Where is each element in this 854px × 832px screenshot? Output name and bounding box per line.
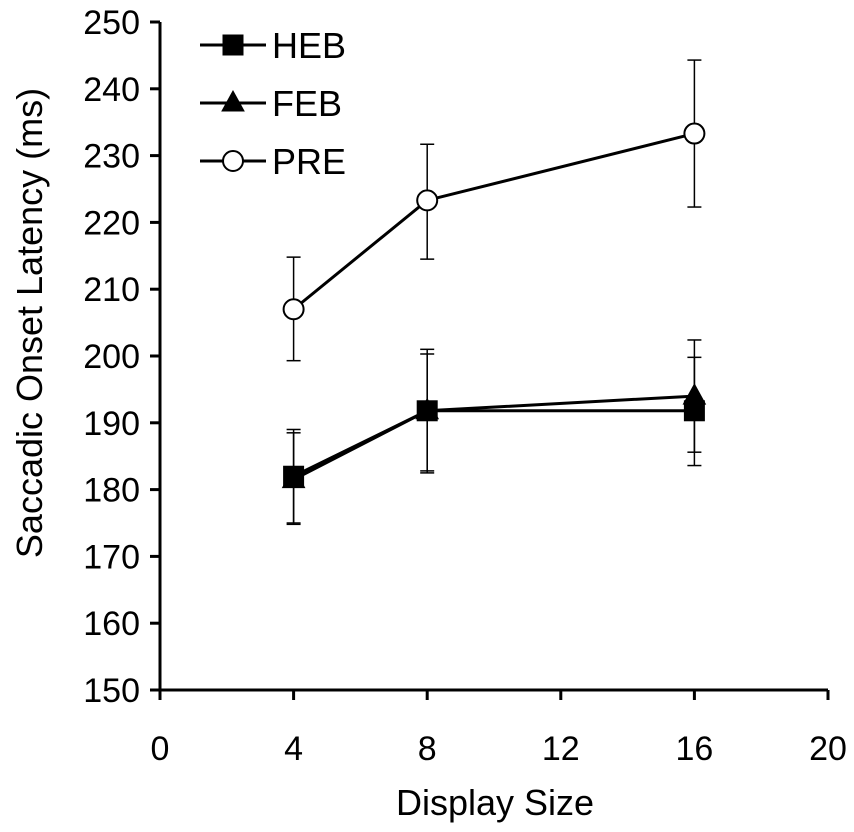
data-point-pre	[282, 298, 305, 321]
y-tick-label: 190	[83, 405, 140, 443]
y-ticks: 150 160 170 180 190 200 210 220 230 240 250	[83, 4, 160, 710]
legend-item-heb: HEB	[200, 25, 346, 66]
legend: HEB FEB PRE	[200, 25, 346, 182]
x-tick-label: 12	[542, 730, 580, 768]
y-tick-label: 220	[83, 204, 140, 242]
series-line-heb	[292, 409, 695, 478]
x-tick-label: 16	[675, 730, 713, 768]
y-tick-label: 210	[83, 271, 140, 309]
data-point-heb	[683, 400, 705, 422]
y-tick-label: 170	[83, 538, 140, 576]
axes	[158, 22, 828, 692]
series-line-pre	[292, 132, 695, 311]
x-tick-label: 8	[418, 730, 437, 768]
y-tick-label: 160	[83, 605, 140, 643]
legend-label: PRE	[272, 141, 346, 182]
legend-item-pre: PRE	[200, 141, 346, 182]
data-point-pre	[683, 122, 706, 145]
legend-marker	[222, 34, 244, 56]
x-tick-label: 20	[809, 730, 847, 768]
legend-item-feb: FEB	[200, 83, 342, 124]
y-tick-label: 230	[83, 138, 140, 176]
error-bars	[286, 59, 702, 526]
legend-label: HEB	[272, 25, 346, 66]
y-axis-title: Saccadic Onset Latency (ms)	[9, 88, 50, 558]
legend-marker	[221, 89, 245, 112]
x-axis-title: Display Size	[396, 782, 594, 823]
legend-label: FEB	[272, 83, 342, 124]
series-line-feb	[292, 394, 695, 481]
x-tick-label: 4	[284, 730, 303, 768]
x-tick-label: 0	[151, 730, 170, 768]
legend-marker	[222, 150, 244, 172]
data-point-heb	[283, 465, 305, 487]
series-markers	[281, 122, 707, 489]
y-tick-label: 250	[83, 4, 140, 42]
data-point-pre	[416, 189, 439, 212]
y-tick-label: 200	[83, 338, 140, 376]
series-lines	[292, 132, 695, 481]
y-tick-label: 180	[83, 472, 140, 510]
x-ticks: 0 4 8 12 16 20	[151, 690, 847, 768]
y-tick-label: 240	[83, 71, 140, 109]
y-tick-label: 150	[83, 672, 140, 710]
data-point-heb	[416, 400, 438, 422]
